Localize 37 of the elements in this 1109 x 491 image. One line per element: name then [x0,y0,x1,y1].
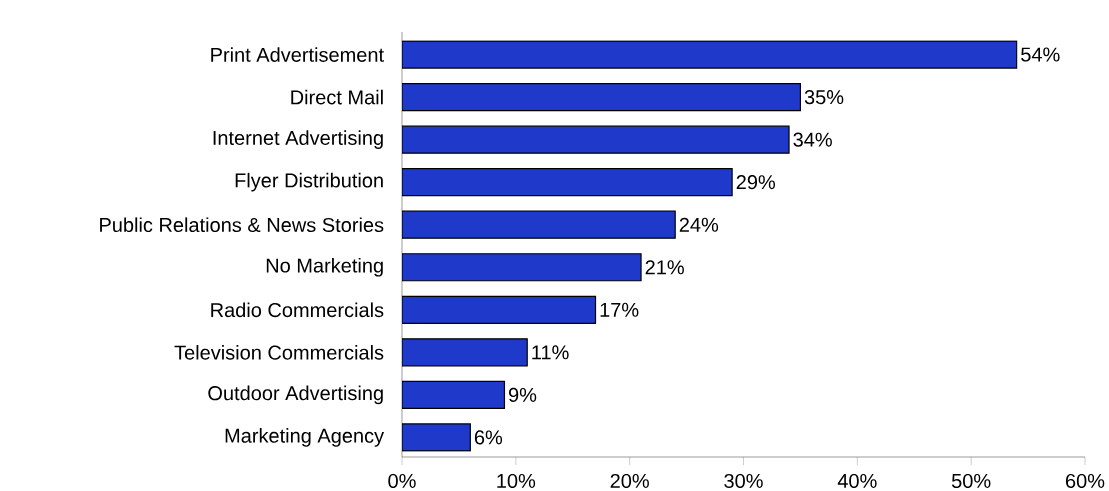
data-label: 9% [508,387,537,402]
y-tick-label: Internet Advertising [213,130,383,149]
data-label: 54% [1021,47,1060,62]
x-tick-label: 10% [497,473,536,489]
x-tick-label: 50% [951,473,991,489]
bar [401,168,733,197]
x-tick-label: 60% [1066,473,1105,489]
bar [401,380,506,409]
bar [401,210,676,239]
bar [401,338,528,367]
data-label: 34% [793,132,832,147]
y-tick-label: Radio Commercials [211,302,384,318]
data-label: 17% [600,302,639,317]
y-tick-label: Outdoor Advertising [208,385,383,405]
bar [401,125,790,154]
bar [401,40,1018,69]
y-tick-label: Marketing Agency [225,428,385,447]
y-tick-label: Print Advertisement [211,47,384,62]
x-tick-label: 40% [837,473,877,489]
bar [401,82,802,112]
data-label: 29% [736,175,776,190]
y-tick-label: No Marketing [266,257,383,277]
data-label: 6% [474,430,503,445]
data-label: 11% [532,345,569,360]
data-label: 35% [804,90,844,105]
bar [401,253,642,282]
y-tick-label: Flyer Distribution [235,172,383,192]
x-tick-label: 30% [724,473,763,489]
bar [401,423,471,452]
y-tick-label: Television Commercials [174,345,384,360]
bar [401,295,597,324]
data-label: 24% [679,217,719,232]
x-tick-label: 20% [610,473,649,489]
y-tick-label: Public Relations & News Stories [100,217,384,233]
data-label: 21% [645,260,684,275]
x-tick-label: 0% [388,473,416,489]
y-tick-label: Direct Mail [291,89,383,105]
